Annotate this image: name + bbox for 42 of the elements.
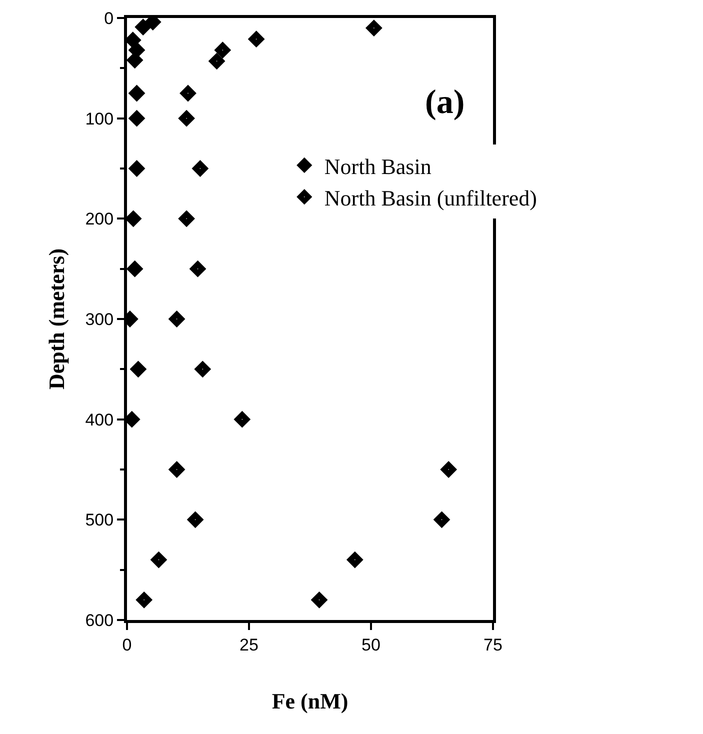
point — [168, 310, 186, 328]
point — [433, 511, 450, 528]
point — [168, 461, 186, 478]
point — [134, 18, 152, 36]
point — [189, 260, 206, 278]
point — [214, 42, 232, 59]
x-tick-label: 25 — [240, 635, 258, 654]
x-tick-label: 0 — [122, 635, 132, 654]
point — [128, 160, 146, 177]
point — [180, 84, 196, 102]
y-tick-label: 500 — [85, 510, 114, 530]
point — [208, 52, 226, 70]
point — [186, 511, 204, 528]
point — [136, 591, 153, 608]
point — [128, 84, 146, 102]
point — [248, 30, 265, 48]
point — [178, 110, 195, 127]
legend-label: North Basin — [324, 154, 432, 179]
point — [150, 551, 168, 568]
point — [346, 551, 364, 568]
x-tick-label: 50 — [362, 635, 380, 654]
point — [192, 160, 209, 177]
y-tick-label: 100 — [85, 109, 114, 128]
x-axis-title: Fe (nM) — [272, 688, 348, 714]
y-axis-title: Depth (meters) — [44, 248, 70, 390]
point — [440, 461, 458, 478]
y-tick-label: 200 — [85, 210, 114, 229]
point — [365, 20, 382, 36]
annotation: (a) — [425, 84, 465, 121]
point — [234, 410, 251, 428]
x-tick-label: 75 — [484, 635, 502, 654]
point — [194, 360, 212, 378]
point — [178, 210, 195, 228]
point — [310, 591, 328, 608]
y-tick-label: 600 — [85, 610, 114, 630]
y-tick-label: 0 — [104, 8, 114, 28]
point — [128, 110, 146, 127]
legend-label: North Basin (unfiltered) — [324, 185, 537, 210]
y-tick-label: 400 — [85, 410, 114, 430]
y-tick-label: 300 — [85, 310, 114, 329]
point — [130, 360, 147, 378]
point — [127, 260, 144, 278]
